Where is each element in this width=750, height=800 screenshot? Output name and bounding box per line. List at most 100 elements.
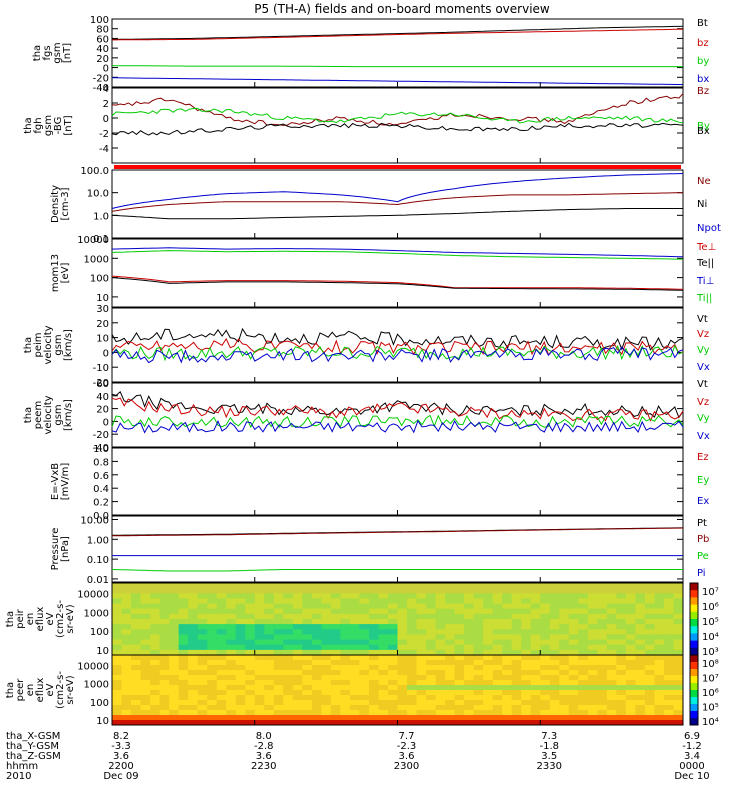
- heatmap-cell: [302, 624, 313, 630]
- heatmap-cell: [664, 608, 674, 615]
- heatmap-cell: [283, 634, 294, 640]
- heatmap-cell: [521, 710, 532, 716]
- heatmap-cell: [502, 665, 513, 671]
- heatmap-cell: [159, 603, 170, 610]
- heatmap-cell: [492, 705, 503, 711]
- heatmap-cell: [359, 720, 370, 726]
- heatmap-cell: [321, 690, 332, 696]
- heatmap-cell: [502, 598, 513, 604]
- heatmap-cell: [445, 675, 456, 681]
- heatmap-cell: [635, 598, 646, 604]
- panel-frame: [111, 447, 684, 516]
- heatmap-cell: [549, 588, 560, 594]
- heatmap-cell: [359, 619, 370, 625]
- heatmap-cell: [311, 649, 322, 656]
- heatmap-cell: [673, 639, 684, 646]
- heatmap-cell: [464, 588, 475, 594]
- heatmap-cell: [454, 710, 465, 716]
- heatmap-cell: [416, 690, 427, 696]
- heatmap-cell: [321, 685, 332, 691]
- heatmap-cell: [207, 705, 218, 711]
- heatmap-cell: [321, 588, 332, 594]
- ytick-label: 0: [103, 64, 109, 75]
- legend-Bt: Bt: [697, 18, 708, 29]
- heatmap-cell: [521, 670, 532, 676]
- heatmap-cell: [492, 680, 503, 686]
- heatmap-cell: [150, 588, 161, 594]
- heatmap-cell: [644, 715, 655, 721]
- heatmap-cell: [445, 695, 456, 701]
- heatmap-cell: [464, 603, 475, 610]
- heatmap-cell: [226, 613, 237, 620]
- heatmap-cell: [397, 603, 408, 610]
- heatmap-cell: [445, 588, 456, 594]
- heatmap-cell: [521, 655, 532, 661]
- heatmap-cell: [216, 675, 227, 681]
- heatmap-cell: [597, 705, 608, 711]
- heatmap-cell: [606, 655, 617, 661]
- heatmap-cell: [445, 700, 456, 706]
- heatmap-cell: [549, 655, 560, 661]
- heatmap-cell: [559, 705, 570, 711]
- heatmap-cell: [311, 680, 322, 686]
- heatmap-cell: [540, 660, 551, 666]
- heatmap-cell: [530, 690, 541, 696]
- heatmap-cell: [464, 690, 475, 696]
- heatmap-cell: [473, 593, 484, 599]
- heatmap-cell: [273, 603, 284, 610]
- heatmap-cell: [283, 655, 294, 661]
- heatmap-cell: [178, 715, 189, 721]
- heatmap-cell: [388, 619, 398, 625]
- heatmap-cell: [445, 644, 456, 651]
- heatmap-cell: [321, 583, 332, 589]
- heatmap-cell: [302, 660, 313, 666]
- heatmap-cell: [625, 670, 636, 676]
- heatmap-cell: [359, 583, 370, 589]
- colorbar-segment: [690, 697, 698, 705]
- heatmap-cell: [264, 710, 275, 716]
- heatmap-cell: [388, 639, 398, 646]
- heatmap-cell: [454, 700, 465, 706]
- colorbar-label: 10⁸: [702, 659, 719, 670]
- heatmap-cell: [454, 655, 465, 661]
- heatmap-cell: [273, 629, 284, 635]
- heatmap-cell: [302, 603, 313, 610]
- heatmap-cell: [226, 695, 237, 701]
- heatmap-cell: [483, 624, 494, 630]
- heatmap-cell: [378, 680, 389, 686]
- heatmap-cell: [302, 665, 313, 671]
- heatmap-cell: [644, 613, 655, 620]
- heatmap-cell: [226, 655, 237, 661]
- ephemeris-value: Dec 09: [103, 771, 138, 782]
- legend-Te⊥: Te⊥: [696, 242, 716, 253]
- heatmap-cell: [549, 675, 560, 681]
- heatmap-cell: [197, 720, 208, 726]
- heatmap-cell: [464, 619, 475, 625]
- heatmap-cell: [178, 655, 189, 661]
- heatmap-cell: [178, 705, 189, 711]
- heatmap-cell: [578, 685, 589, 691]
- heatmap-cell: [140, 619, 151, 625]
- heatmap-cell: [644, 603, 655, 610]
- heatmap-cell: [188, 649, 199, 656]
- heatmap-cell: [587, 629, 598, 635]
- heatmap-cell: [502, 613, 513, 620]
- heatmap-cell: [112, 705, 122, 711]
- heatmap-cell: [483, 705, 494, 711]
- ylabel-line: tha: [23, 407, 34, 423]
- heatmap-cell: [349, 680, 360, 686]
- heatmap-cell: [587, 665, 598, 671]
- heatmap-cell: [416, 634, 427, 640]
- heatmap-cell: [521, 624, 532, 630]
- heatmap-cell: [349, 695, 360, 701]
- heatmap-cell: [587, 583, 598, 589]
- heatmap-cell: [302, 705, 313, 711]
- heatmap-cell: [349, 720, 360, 726]
- heatmap-cell: [292, 660, 303, 666]
- heatmap-cell: [188, 700, 199, 706]
- heatmap-cell: [416, 603, 427, 610]
- heatmap-cell: [511, 700, 522, 706]
- heatmap-cell: [188, 680, 199, 686]
- heatmap-cell: [559, 680, 570, 686]
- heatmap-cell: [606, 660, 617, 666]
